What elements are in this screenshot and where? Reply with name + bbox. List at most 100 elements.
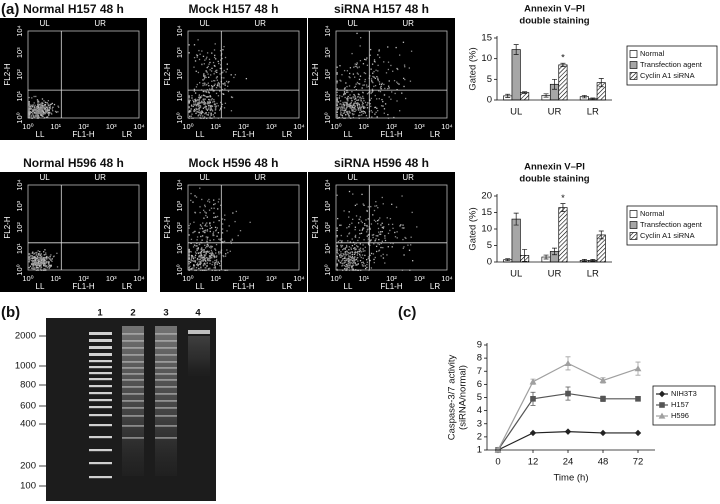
event-dot	[29, 255, 31, 258]
event-dot	[225, 80, 228, 83]
event-dot	[31, 106, 33, 108]
event-dot	[360, 220, 362, 222]
event-dot	[392, 70, 394, 72]
event-dot	[219, 86, 221, 88]
event-dot	[204, 90, 206, 93]
event-dot	[189, 109, 191, 112]
y-tick-label: 10³	[15, 200, 24, 211]
event-dot	[391, 246, 393, 248]
event-dot	[373, 258, 375, 261]
event-dot	[209, 259, 211, 262]
event-dot	[46, 108, 49, 110]
gel-band	[89, 332, 112, 335]
event-dot	[378, 56, 381, 59]
event-dot	[348, 85, 351, 87]
gel-band	[89, 385, 112, 388]
event-dot	[28, 109, 30, 111]
error-bar	[552, 247, 557, 256]
event-dot	[35, 95, 37, 98]
event-dot	[384, 87, 386, 90]
event-dot	[211, 251, 213, 253]
y-tick-label: 10²	[175, 69, 184, 80]
event-dot	[373, 261, 375, 264]
y-tick-label: 10⁴	[175, 179, 184, 191]
event-dot	[351, 251, 353, 253]
event-dot	[43, 100, 45, 102]
event-dot	[209, 225, 211, 227]
event-dot	[197, 39, 199, 41]
event-dot	[380, 105, 383, 107]
event-dot	[344, 268, 346, 270]
gel-band	[122, 333, 144, 335]
x-tick-label: 10³	[414, 274, 425, 283]
x-tick-label: 10⁴	[133, 274, 145, 283]
gel-smear	[188, 336, 210, 376]
event-dot	[402, 77, 405, 80]
y-tick-label: 10¹	[323, 90, 332, 101]
event-dot	[356, 104, 359, 106]
event-dot	[30, 260, 33, 262]
event-dot	[378, 250, 380, 252]
panel-title: siRNA H157 48 h	[334, 2, 429, 16]
event-dot	[42, 259, 44, 262]
event-dot	[353, 258, 355, 261]
event-dot	[41, 255, 43, 257]
gel-band	[122, 354, 144, 356]
event-dot	[53, 103, 56, 106]
event-dot	[344, 92, 346, 94]
y-tick-label: 5	[477, 392, 482, 403]
gel-band	[155, 354, 177, 356]
event-dot	[357, 96, 359, 98]
event-dot	[384, 103, 387, 105]
event-dot	[354, 259, 357, 261]
event-dot	[345, 250, 348, 252]
event-dot	[207, 91, 210, 93]
event-dot	[211, 109, 213, 111]
event-dot	[37, 263, 40, 265]
event-dot	[217, 95, 220, 97]
event-dot	[205, 267, 207, 269]
event-dot	[380, 224, 382, 226]
event-dot	[31, 256, 33, 259]
event-dot	[347, 252, 350, 254]
event-dot	[196, 258, 199, 261]
event-dot	[189, 99, 191, 102]
event-dot	[404, 66, 406, 68]
event-dot	[372, 81, 374, 84]
x-tick-label: 10¹	[50, 274, 61, 283]
event-dot	[382, 105, 384, 107]
legend-label: Transfection agent	[640, 220, 703, 229]
legend-box	[626, 45, 718, 86]
event-dot	[199, 187, 201, 189]
event-dot	[211, 254, 213, 257]
event-dot	[336, 235, 338, 237]
event-dot	[364, 80, 366, 83]
event-dot	[223, 77, 225, 79]
event-dot	[382, 257, 385, 259]
event-dot	[369, 254, 371, 257]
event-dot	[364, 246, 366, 248]
event-dot	[35, 109, 37, 112]
event-dot	[362, 63, 365, 65]
event-dot	[37, 250, 39, 252]
event-dot	[188, 251, 190, 253]
event-dot	[37, 259, 39, 262]
event-dot	[204, 258, 206, 260]
event-dot	[202, 79, 204, 81]
event-dot	[214, 265, 216, 268]
event-dot	[339, 103, 341, 105]
x-tick-label: 10³	[414, 122, 425, 131]
event-dot	[235, 210, 237, 213]
gel-band	[122, 437, 144, 439]
event-dot	[213, 84, 215, 87]
event-dot	[217, 208, 219, 210]
event-dot	[194, 195, 196, 197]
event-dot	[206, 56, 208, 58]
event-dot	[37, 105, 39, 107]
event-dot	[203, 63, 205, 65]
event-dot	[344, 248, 346, 250]
quadrant-label: UL	[348, 173, 359, 182]
y-axis-label: FL2-H	[163, 63, 172, 85]
event-dot	[35, 254, 37, 256]
event-dot	[355, 83, 357, 85]
